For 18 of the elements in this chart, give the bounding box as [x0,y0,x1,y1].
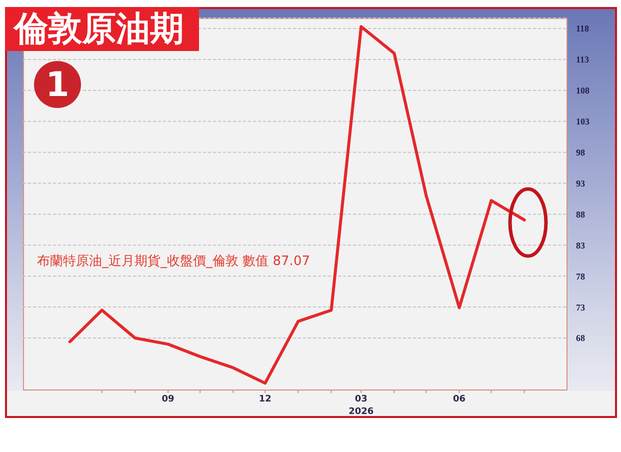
y-tick-label: 68 [576,333,586,344]
y-tick-label: 98 [576,148,586,158]
y-tick-label: 93 [576,178,586,188]
y-tick-label: 113 [576,54,590,65]
y-tick-label: 103 [576,116,590,127]
y-tick-label: 88 [576,209,586,220]
x-tick-label: 09 [162,394,174,404]
y-tick-label: 108 [576,86,590,96]
x-tick-label: 03 2026 [348,394,374,417]
x-tick-label: 06 [453,394,466,404]
chart-title: 倫敦原油期 [5,7,199,51]
y-tick-label: 78 [576,271,586,282]
y-tick-label: 118 [576,24,590,34]
annotation: 1 [46,64,70,104]
annotation: 布蘭特原油_近月期貨_收盤價_倫敦 數值 87.07 [37,254,310,270]
x-tick-label: 12 [258,394,272,404]
y-tick-label: 73 [576,302,586,312]
y-tick-label: 83 [576,240,586,250]
